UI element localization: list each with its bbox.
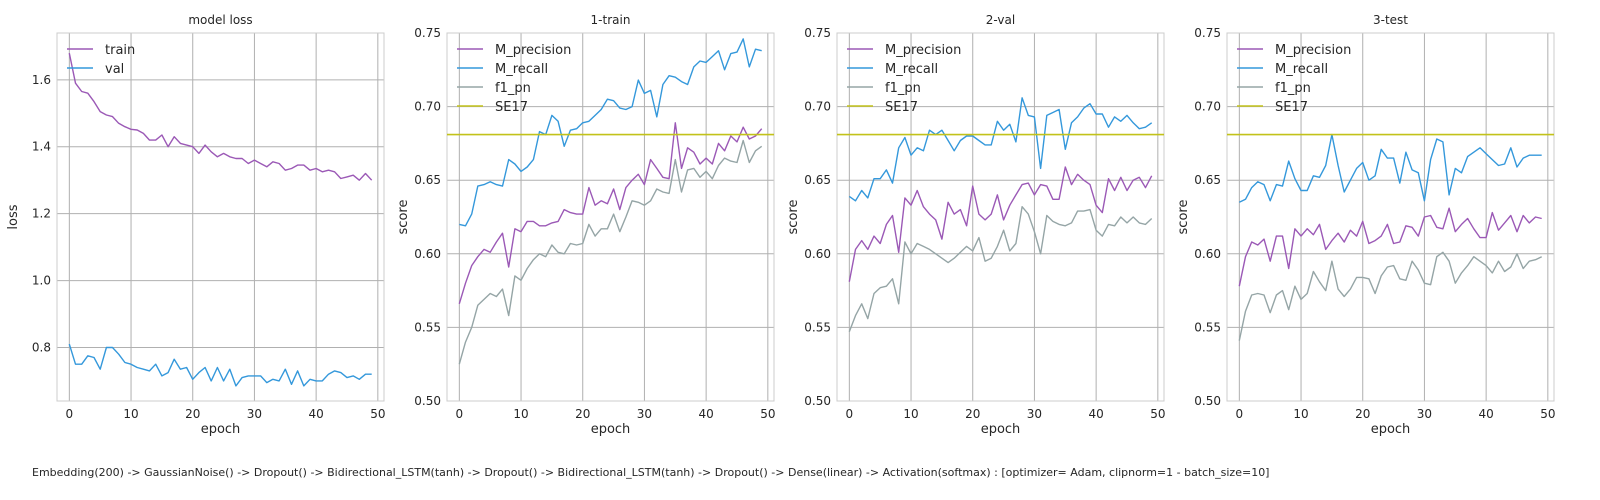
legend-label: M_precision	[495, 43, 571, 58]
y-tick-label: 0.65	[414, 173, 441, 187]
legend-label: SE17	[885, 100, 918, 115]
y-tick-label: 1.0	[32, 274, 51, 288]
y-tick-label: 0.70	[1194, 100, 1221, 114]
x-tick-label: 20	[185, 407, 200, 421]
y-tick-label: 0.60	[804, 247, 831, 261]
x-tick-label: 40	[308, 407, 323, 421]
x-tick-label: 20	[965, 407, 980, 421]
plot-frame	[446, 32, 775, 402]
x-tick-label: 20	[575, 407, 590, 421]
y-axis-label: score	[786, 200, 801, 235]
x-tick-label: 40	[698, 407, 713, 421]
y-tick-label: 0.65	[1194, 173, 1221, 187]
x-tick-label: 30	[1417, 407, 1432, 421]
x-tick-label: 0	[66, 407, 74, 421]
chart-title: 1-train	[591, 13, 631, 27]
x-tick-label: 30	[247, 407, 262, 421]
legend-label: M_precision	[1275, 43, 1351, 58]
y-tick-label: 1.4	[32, 140, 51, 154]
legend-label: M_recall	[495, 62, 548, 77]
x-tick-label: 10	[1293, 407, 1308, 421]
chart-panel-1: 0 10 20 30 40 50 0.8 1.0 1.2 1.4 1.6 model loss epoc…	[6, 13, 385, 437]
chart-panel-2: 0 10 20 30 40 50 0.50 0.55 0.60 0.65 0.70 0.75 1-tra…	[396, 13, 775, 437]
y-axis-label: score	[396, 200, 411, 235]
series-line-m-recall	[848, 97, 1153, 202]
legend-label: M_recall	[885, 62, 938, 77]
legend-label: f1_pn	[1275, 81, 1311, 96]
y-tick-label: 0.75	[414, 26, 441, 40]
series-line-m-precision	[1238, 207, 1542, 287]
x-tick-label: 50	[1150, 407, 1165, 421]
y-tick-label: 0.70	[804, 100, 831, 114]
plot-area	[68, 52, 373, 387]
legend-label: f1_pn	[885, 81, 921, 96]
legend-label: SE17	[495, 100, 528, 115]
plot-area	[1227, 133, 1554, 341]
x-tick-label: 0	[456, 407, 464, 421]
series-line-f1-pn	[458, 139, 763, 365]
x-tick-label: 0	[1236, 407, 1244, 421]
x-tick-label: 40	[1478, 407, 1493, 421]
series-line-m-recall	[459, 38, 762, 227]
y-tick-label: 0.50	[804, 394, 831, 408]
x-axis-label: epoch	[201, 422, 241, 437]
y-tick-label: 0.65	[804, 173, 831, 187]
x-tick-label: 0	[846, 407, 854, 421]
y-tick-label: 0.60	[414, 247, 441, 261]
y-tick-label: 1.2	[32, 207, 51, 221]
x-tick-label: 20	[1355, 407, 1370, 421]
series-line-f1-pn	[1238, 251, 1543, 341]
legend-label: f1_pn	[495, 81, 531, 96]
y-tick-label: 0.8	[32, 340, 51, 354]
x-tick-label: 50	[370, 407, 385, 421]
y-tick-label: 0.55	[1194, 320, 1221, 334]
legend-label: M_precision	[885, 43, 961, 58]
x-axis-label: epoch	[591, 422, 631, 437]
chart-title: model loss	[188, 13, 252, 27]
series-line-train	[68, 52, 373, 181]
x-axis-label: epoch	[1371, 422, 1411, 437]
legend-label: M_recall	[1275, 62, 1328, 77]
y-tick-label: 1.6	[32, 73, 51, 87]
y-tick-label: 0.55	[414, 320, 441, 334]
y-axis-label: loss	[6, 204, 21, 229]
x-axis-label: epoch	[981, 422, 1021, 437]
x-tick-label: 50	[760, 407, 775, 421]
y-tick-label: 0.75	[804, 26, 831, 40]
x-tick-label: 10	[123, 407, 138, 421]
series-line-m-recall	[1238, 133, 1542, 203]
plot-area	[837, 97, 1164, 333]
y-axis-label: score	[1176, 200, 1191, 235]
y-tick-label: 0.70	[414, 100, 441, 114]
chart-panel-3: 0 10 20 30 40 50 0.50 0.55 0.60 0.65 0.70 0.75 2-val…	[786, 13, 1165, 437]
legend-label: SE17	[1275, 100, 1308, 115]
plot-frame	[836, 32, 1165, 402]
plot-area	[447, 38, 774, 365]
y-tick-label: 0.50	[414, 394, 441, 408]
y-tick-label: 0.75	[1194, 26, 1221, 40]
x-tick-label: 30	[637, 407, 652, 421]
chart-panel-4: 0 10 20 30 40 50 0.50 0.55 0.60 0.65 0.70 0.75 3-tes…	[1176, 13, 1555, 437]
y-tick-label: 0.60	[1194, 247, 1221, 261]
series-line-f1-pn	[848, 205, 1153, 333]
y-tick-label: 0.55	[804, 320, 831, 334]
x-tick-label: 30	[1027, 407, 1042, 421]
y-tick-label: 0.50	[1194, 394, 1221, 408]
series-line-val	[68, 343, 372, 387]
x-tick-label: 10	[903, 407, 918, 421]
legend-label: train	[105, 43, 135, 58]
series-line-m-precision	[848, 166, 1153, 282]
x-tick-label: 50	[1540, 407, 1555, 421]
model-architecture-caption: Embedding(200) -> GaussianNoise() -> Dro…	[32, 466, 1270, 479]
x-tick-label: 40	[1088, 407, 1103, 421]
plot-frame	[1226, 32, 1555, 402]
chart-title: 3-test	[1373, 13, 1408, 27]
x-tick-label: 10	[513, 407, 528, 421]
series-line-m-precision	[458, 122, 763, 305]
chart-title: 2-val	[986, 13, 1015, 27]
plot-frame	[56, 32, 385, 402]
legend-label: val	[105, 62, 124, 77]
